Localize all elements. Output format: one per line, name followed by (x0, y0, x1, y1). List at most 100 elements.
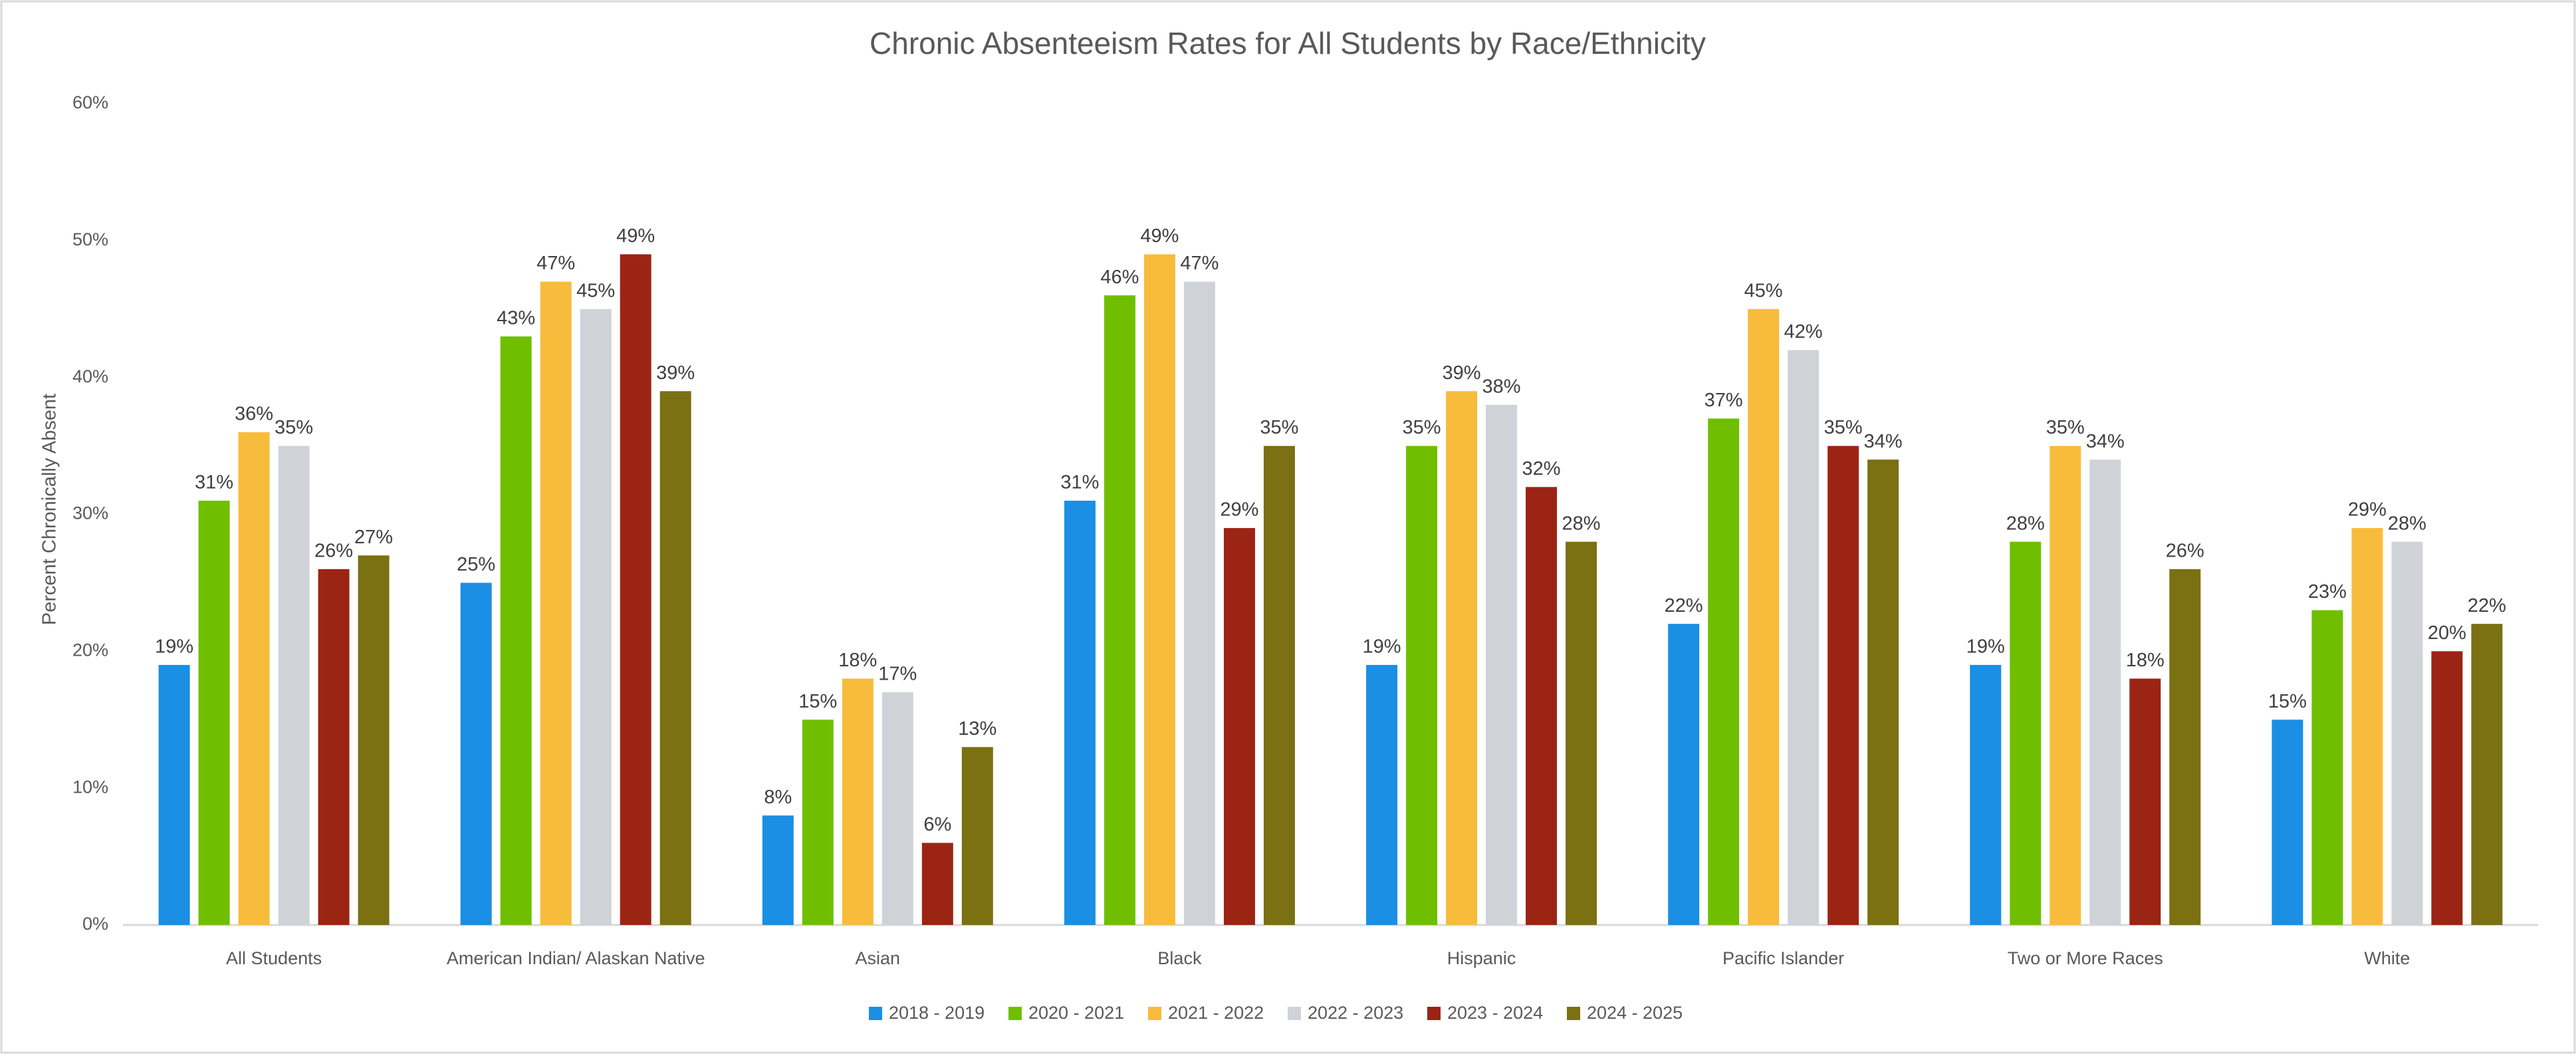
bar (1708, 418, 1740, 925)
bar (659, 391, 691, 925)
legend-label: 2023 - 2024 (1447, 1003, 1543, 1023)
data-label: 26% (2166, 540, 2204, 561)
bar (158, 664, 190, 925)
y-tick-label: 30% (72, 503, 108, 523)
data-label: 19% (1966, 636, 2005, 658)
data-label: 22% (1665, 595, 1703, 616)
data-label: 17% (878, 664, 917, 685)
y-tick-label: 20% (72, 640, 108, 660)
bar (2049, 446, 2081, 925)
bar (2431, 651, 2463, 925)
data-label: 15% (2268, 691, 2307, 712)
data-label: 19% (155, 636, 193, 658)
bar (238, 432, 270, 925)
bar (1970, 664, 2002, 925)
bar (1748, 309, 1780, 925)
bar (580, 309, 612, 925)
bar (318, 569, 350, 925)
data-label: 34% (2086, 431, 2125, 452)
bar (1104, 295, 1135, 926)
bar (2351, 528, 2383, 925)
data-label: 35% (1260, 417, 1298, 438)
data-label: 22% (2468, 595, 2506, 616)
data-label: 31% (195, 472, 233, 493)
data-label: 28% (2006, 513, 2045, 534)
data-label: 34% (1864, 431, 1903, 452)
bar (921, 843, 953, 925)
data-label: 28% (1562, 513, 1601, 534)
data-label: 45% (576, 280, 615, 301)
data-label: 26% (314, 540, 353, 561)
data-label: 35% (1824, 417, 1863, 438)
legend-swatch (1288, 1007, 1301, 1020)
bar (881, 692, 913, 925)
data-label: 8% (764, 787, 792, 808)
data-label: 18% (838, 650, 877, 671)
bar (1183, 281, 1215, 925)
bar (460, 583, 492, 925)
x-tick-label: Hispanic (1447, 948, 1516, 968)
bar (540, 281, 572, 925)
x-tick-label: All Students (226, 948, 322, 968)
bar (278, 446, 310, 925)
data-label: 31% (1060, 472, 1099, 493)
data-label: 27% (354, 527, 393, 548)
x-tick-label: American Indian/ Alaskan Native (447, 948, 705, 968)
y-tick-label: 0% (82, 914, 108, 934)
bar (1668, 624, 1700, 925)
bar (500, 336, 532, 926)
data-label: 39% (656, 362, 695, 384)
y-tick-label: 50% (72, 229, 108, 249)
data-label: 32% (1522, 458, 1561, 479)
legend-label: 2022 - 2023 (1308, 1003, 1403, 1023)
bar (198, 500, 230, 925)
bar (762, 815, 794, 925)
x-tick-label: White (2364, 948, 2410, 968)
data-label: 28% (2388, 513, 2426, 534)
data-label: 18% (2126, 650, 2165, 671)
legend-label: 2021 - 2022 (1168, 1003, 1264, 1023)
data-label: 42% (1784, 321, 1823, 342)
data-label: 47% (536, 253, 575, 274)
bar (2471, 624, 2503, 925)
bar (1867, 460, 1899, 925)
y-tick-label: 10% (72, 777, 108, 797)
data-label: 35% (275, 417, 313, 438)
legend-swatch (1427, 1007, 1441, 1020)
data-label: 23% (2308, 581, 2347, 602)
data-label: 13% (958, 718, 996, 739)
x-tick-label: Two or More Races (2008, 948, 2163, 968)
bar (2129, 678, 2161, 925)
x-tick-label: Black (1157, 948, 1202, 968)
bar (2391, 541, 2423, 925)
bar (358, 555, 390, 925)
data-label: 29% (1220, 499, 1258, 521)
legend-label: 2018 - 2019 (889, 1003, 985, 1023)
bar (1406, 446, 1438, 925)
bar (842, 678, 874, 925)
y-tick-label: 40% (72, 366, 108, 386)
data-label: 49% (616, 225, 655, 247)
chart-title: Chronic Absenteeism Rates for All Studen… (870, 26, 1706, 61)
data-label: 25% (457, 554, 495, 575)
bar (1064, 500, 1096, 925)
bar (2169, 569, 2201, 925)
legend-swatch (1567, 1007, 1580, 1020)
legend-swatch (869, 1007, 882, 1020)
bar (1223, 528, 1255, 925)
legend-label: 2020 - 2021 (1028, 1003, 1124, 1023)
bar (2089, 460, 2121, 925)
legend-swatch (1148, 1007, 1161, 1020)
legend-label: 2024 - 2025 (1587, 1003, 1683, 1023)
bar (961, 747, 993, 925)
bar (1366, 664, 1398, 925)
data-label: 39% (1443, 362, 1481, 384)
data-label: 36% (235, 404, 273, 425)
data-label: 35% (1403, 417, 1441, 438)
data-label: 47% (1180, 253, 1219, 274)
bar (1526, 487, 1558, 925)
bar (620, 254, 651, 926)
data-label: 19% (1363, 636, 1401, 658)
bar (1566, 541, 1597, 925)
